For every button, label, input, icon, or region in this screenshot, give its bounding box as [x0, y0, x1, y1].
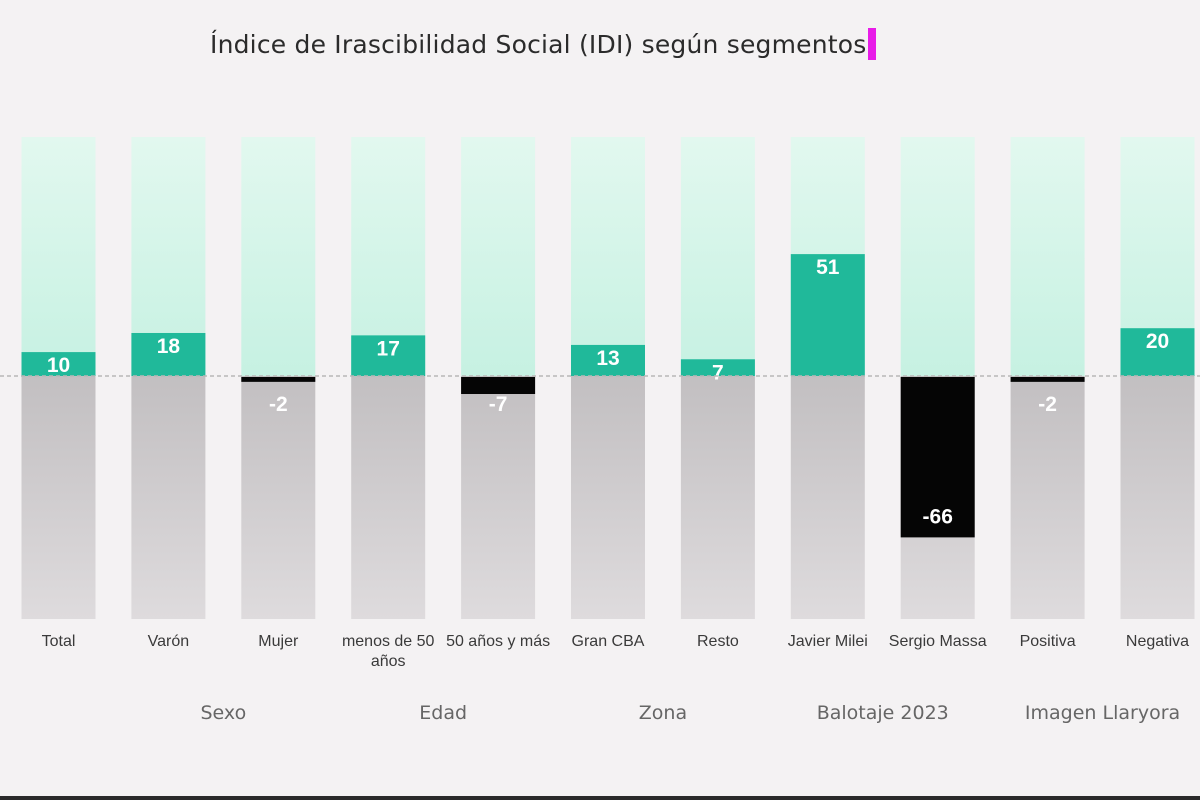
- tick-label-total: Total: [42, 633, 76, 650]
- track-negative-resto: [680, 376, 755, 619]
- bar-gran-cba: [571, 344, 645, 376]
- track-positive-total: [21, 137, 96, 376]
- data-label-sergio-massa: -66: [923, 505, 953, 528]
- bar-varon: [131, 332, 206, 376]
- bar-menos-de-50-anos: [351, 335, 426, 376]
- bar-resto: [680, 359, 755, 376]
- track-negative-menos-de-50-anos: [351, 376, 426, 619]
- tick-label-50-anos-y-mas: 50 años y más: [446, 633, 550, 650]
- bar-mujer: [241, 377, 316, 382]
- tick-label-positiva: Positiva: [1020, 633, 1076, 650]
- track-positive-50-anos-y-mas: [461, 137, 536, 376]
- data-label-positiva: -2: [1038, 393, 1057, 416]
- bar-total: [21, 352, 96, 376]
- track-positive-gran-cba: [571, 137, 645, 376]
- text-cursor: [867, 28, 876, 60]
- tick-label-javier-milei: Javier Milei: [788, 633, 868, 650]
- track-negative-50-anos-y-mas: [461, 376, 536, 619]
- track-negative-javier-milei: [790, 376, 865, 619]
- bar-javier-milei: [790, 254, 865, 376]
- tick-label-resto: Resto: [697, 633, 739, 650]
- track-positive-positiva: [1010, 137, 1085, 376]
- data-label-50-anos-y-mas: -7: [489, 393, 508, 416]
- bar-sergio-massa: [900, 377, 975, 538]
- bar-chart: 10 Total 18 Varón -2 Mujer 17 menos de 50 años -7…: [0, 137, 1200, 670]
- tick-label-varon: Varón: [148, 633, 190, 650]
- tick-label-sergio-massa: Sergio Massa: [889, 633, 987, 650]
- data-label-menos-de-50-anos: 17: [377, 337, 400, 360]
- group-label-zona: Zona: [638, 702, 688, 724]
- tick-label-mujer: Mujer: [258, 633, 299, 650]
- data-label-resto: 7: [712, 361, 724, 384]
- bar-negativa: [1120, 328, 1195, 376]
- data-label-javier-milei: 51: [816, 256, 840, 279]
- bottom-rule: [0, 796, 1200, 800]
- track-negative-negativa: [1120, 376, 1195, 619]
- data-label-mujer: -2: [269, 393, 288, 416]
- track-negative-mujer: [241, 376, 316, 619]
- bar-50-anos-y-mas: [461, 377, 536, 395]
- data-label-varon: 18: [157, 335, 181, 358]
- track-positive-resto: [680, 137, 755, 376]
- group-label-balotaje-2023: Balotaje 2023: [816, 702, 949, 724]
- track-positive-sergio-massa: [900, 137, 975, 376]
- track-negative-positiva: [1010, 376, 1085, 619]
- group-label-edad: Edad: [419, 702, 468, 724]
- tick-label-menos-de-50-anos: menos de 50 años: [342, 633, 435, 670]
- bar-positiva: [1010, 377, 1085, 382]
- track-negative-gran-cba: [571, 376, 645, 619]
- data-label-negativa: 20: [1146, 330, 1169, 353]
- tick-label-negativa: Negativa: [1126, 633, 1189, 650]
- track-positive-mujer: [241, 137, 316, 376]
- track-negative-varon: [131, 376, 206, 619]
- track-negative-total: [21, 376, 96, 619]
- chart-title-wrap: Índice de Irascibilidad Social (IDI) seg…: [210, 28, 876, 60]
- data-label-gran-cba: 13: [596, 347, 619, 370]
- data-label-total: 10: [47, 354, 70, 377]
- chart-title: Índice de Irascibilidad Social (IDI) seg…: [210, 29, 867, 59]
- tick-label-gran-cba: Gran CBA: [572, 633, 645, 650]
- group-label-sexo: Sexo: [200, 702, 247, 724]
- group-label-imagen-llaryora: Imagen Llaryora: [1024, 702, 1181, 724]
